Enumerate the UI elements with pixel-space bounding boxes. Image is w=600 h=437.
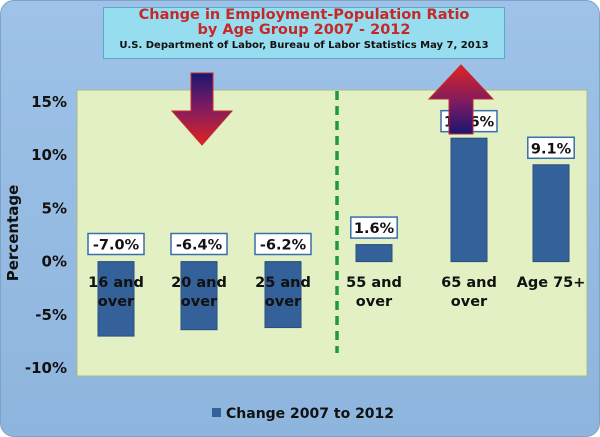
legend: Change 2007 to 2012 bbox=[212, 406, 394, 422]
data-label-box bbox=[254, 232, 312, 256]
y-tick-label: -10% bbox=[25, 359, 67, 377]
data-label: 1.6% bbox=[350, 216, 398, 239]
category-label: 16 and over bbox=[88, 275, 144, 310]
category-label: 25 and over bbox=[255, 275, 311, 310]
data-label: 9.1% bbox=[527, 136, 575, 160]
data-label-box bbox=[87, 232, 145, 256]
bar bbox=[355, 244, 393, 263]
y-tick-label: -5% bbox=[35, 306, 67, 324]
data-label-text: 9.1% bbox=[531, 141, 572, 157]
y-tick-label: 5% bbox=[42, 199, 67, 217]
data-label-text: -6.2% bbox=[260, 238, 307, 254]
legend-swatch bbox=[212, 408, 221, 417]
up-arrow-icon bbox=[427, 64, 495, 135]
category-label: Age 75+ bbox=[517, 275, 586, 291]
chart-title-box: Change in Employment-Population Ratio by… bbox=[103, 7, 505, 59]
chart-subtitle: U.S. Department of Labor, Bureau of Labo… bbox=[119, 40, 489, 51]
category-labels: 16 and over 20 and over 25 and over 55 and over… bbox=[88, 275, 585, 310]
data-label: -7.0% bbox=[87, 232, 145, 256]
bar bbox=[180, 261, 218, 331]
data-label-text: 1.6% bbox=[354, 221, 395, 237]
y-axis-title: Percentage bbox=[4, 185, 22, 282]
y-tick-label: 0% bbox=[42, 253, 67, 271]
data-label-box bbox=[527, 136, 575, 160]
data-label: -6.4% bbox=[170, 232, 228, 256]
category-label: 20 and over bbox=[171, 275, 227, 310]
y-tick-label: 10% bbox=[31, 146, 67, 164]
bar bbox=[97, 261, 135, 337]
bar-series bbox=[97, 137, 570, 337]
category-label: 55 and over bbox=[346, 275, 402, 310]
data-label-text: -7.0% bbox=[93, 238, 140, 254]
bar bbox=[532, 164, 570, 263]
data-label: -6.2% bbox=[254, 232, 312, 256]
chart-title-line-2: by Age Group 2007 - 2012 bbox=[197, 22, 411, 38]
bar bbox=[450, 137, 488, 263]
legend-label: Change 2007 to 2012 bbox=[226, 406, 394, 422]
chart-title-line-1: Change in Employment-Population Ratio bbox=[138, 7, 470, 23]
y-axis: -10% -5% 0% 5% 10% 15% bbox=[25, 93, 67, 377]
data-label-box bbox=[350, 216, 398, 239]
category-label: 65 and over bbox=[441, 275, 497, 310]
bar bbox=[264, 261, 302, 329]
data-label-box bbox=[170, 232, 228, 256]
down-arrow-icon bbox=[170, 72, 234, 146]
data-label-text: -6.4% bbox=[176, 238, 223, 254]
plot-area bbox=[76, 89, 588, 377]
y-tick-label: 15% bbox=[31, 93, 67, 111]
